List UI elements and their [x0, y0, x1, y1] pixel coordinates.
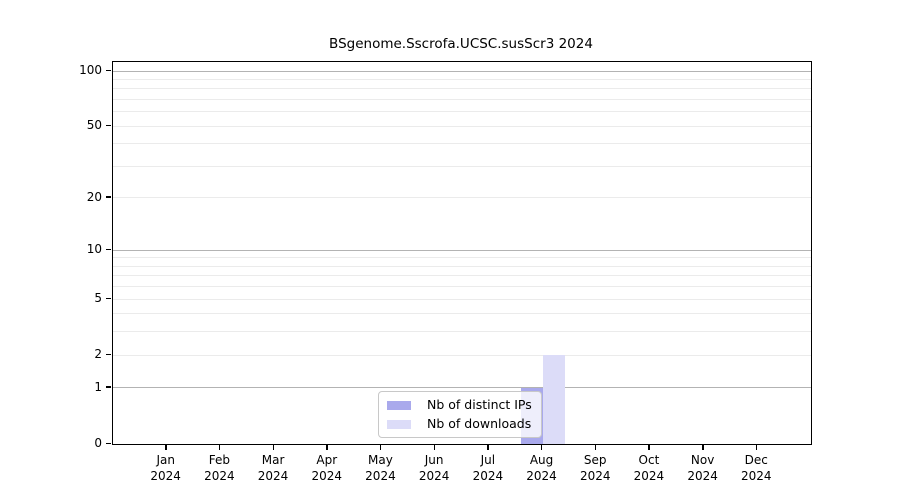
gridline-1: [113, 387, 811, 389]
x-tick-nov-2024: [702, 444, 704, 450]
legend-item-downloads: Nb of downloads: [387, 417, 532, 431]
x-tick-label-aug-2024: Aug 2024: [526, 453, 557, 483]
gridline-5: [113, 298, 811, 300]
gridline-30: [113, 165, 811, 167]
y-tick-10: [106, 248, 111, 251]
x-tick-feb-2024: [218, 444, 221, 450]
y-tick-1: [106, 386, 111, 388]
legend-label-downloads: Nb of downloads: [427, 416, 532, 431]
gridline-90: [113, 78, 811, 80]
y-tick-5: [106, 297, 111, 300]
y-tick-label-1: 1: [94, 379, 102, 394]
y-tick-2: [106, 353, 111, 356]
legend-swatch-distinct-ips-icon: [387, 400, 411, 410]
x-tick-jul-2024: [487, 444, 489, 450]
gridline-4: [113, 313, 811, 315]
x-tick-jan-2024: [165, 444, 167, 450]
gridline-40: [113, 143, 811, 145]
x-tick-label-may-2024: May 2024: [365, 453, 396, 483]
gridline-100: [113, 70, 811, 72]
gridline-80: [113, 88, 811, 90]
x-tick-jun-2024: [433, 444, 436, 450]
x-tick-label-sep-2024: Sep 2024: [579, 453, 611, 483]
x-tick-label-jun-2024: Jun 2024: [418, 453, 450, 483]
x-tick-label-nov-2024: Nov 2024: [687, 453, 718, 483]
x-tick-label-dec-2024: Dec 2024: [741, 453, 772, 483]
plot-area: Nb of distinct IPs Nb of downloads: [112, 61, 812, 445]
legend-label-distinct-ips: Nb of distinct IPs: [427, 397, 532, 412]
x-tick-oct-2024: [648, 444, 650, 450]
gridline-2: [113, 354, 811, 356]
gridline-8: [113, 265, 811, 267]
bar-downloads-aug-2024: [542, 355, 565, 444]
x-tick-dec-2024: [755, 444, 758, 450]
x-tick-may-2024: [379, 444, 382, 450]
y-tick-label-100: 100: [79, 63, 102, 77]
y-tick-label-50: 50: [86, 118, 102, 133]
x-tick-label-jul-2024: Jul 2024: [472, 453, 504, 483]
y-tick-label-10: 10: [86, 242, 102, 257]
gridline-7: [113, 275, 811, 277]
x-tick-label-feb-2024: Feb 2024: [204, 453, 235, 483]
y-tick-label-2: 2: [94, 347, 102, 362]
x-tick-mar-2024: [272, 444, 274, 450]
x-tick-label-apr-2024: Apr 2024: [311, 453, 343, 483]
y-tick-20: [106, 196, 111, 198]
x-tick-label-jan-2024: Jan 2024: [150, 453, 181, 483]
y-tick-label-20: 20: [86, 189, 102, 204]
gridline-70: [113, 98, 811, 100]
gridline-60: [113, 111, 811, 113]
x-tick-label-oct-2024: Oct 2024: [633, 453, 665, 483]
gridline-9: [113, 257, 811, 259]
x-tick-aug-2024: [541, 444, 543, 450]
y-tick-100: [106, 69, 111, 71]
legend-swatch-downloads-icon: [387, 419, 411, 429]
y-tick-label-0: 0: [94, 436, 102, 450]
chart-title: BSgenome.Sscrofa.UCSC.susScr3 2024: [329, 36, 593, 52]
gridline-3: [113, 331, 811, 333]
x-tick-sep-2024: [594, 444, 597, 450]
y-tick-0: [106, 442, 111, 444]
y-tick-50: [106, 124, 111, 127]
gridline-50: [113, 125, 811, 127]
legend: Nb of distinct IPs Nb of downloads: [378, 391, 542, 438]
gridline-20: [113, 197, 811, 199]
y-tick-label-5: 5: [94, 291, 102, 306]
legend-item-distinct-ips: Nb of distinct IPs: [387, 398, 532, 412]
x-tick-label-mar-2024: Mar 2024: [257, 453, 289, 483]
gridline-10: [113, 249, 811, 251]
x-tick-apr-2024: [326, 444, 328, 450]
gridline-6: [113, 286, 811, 288]
